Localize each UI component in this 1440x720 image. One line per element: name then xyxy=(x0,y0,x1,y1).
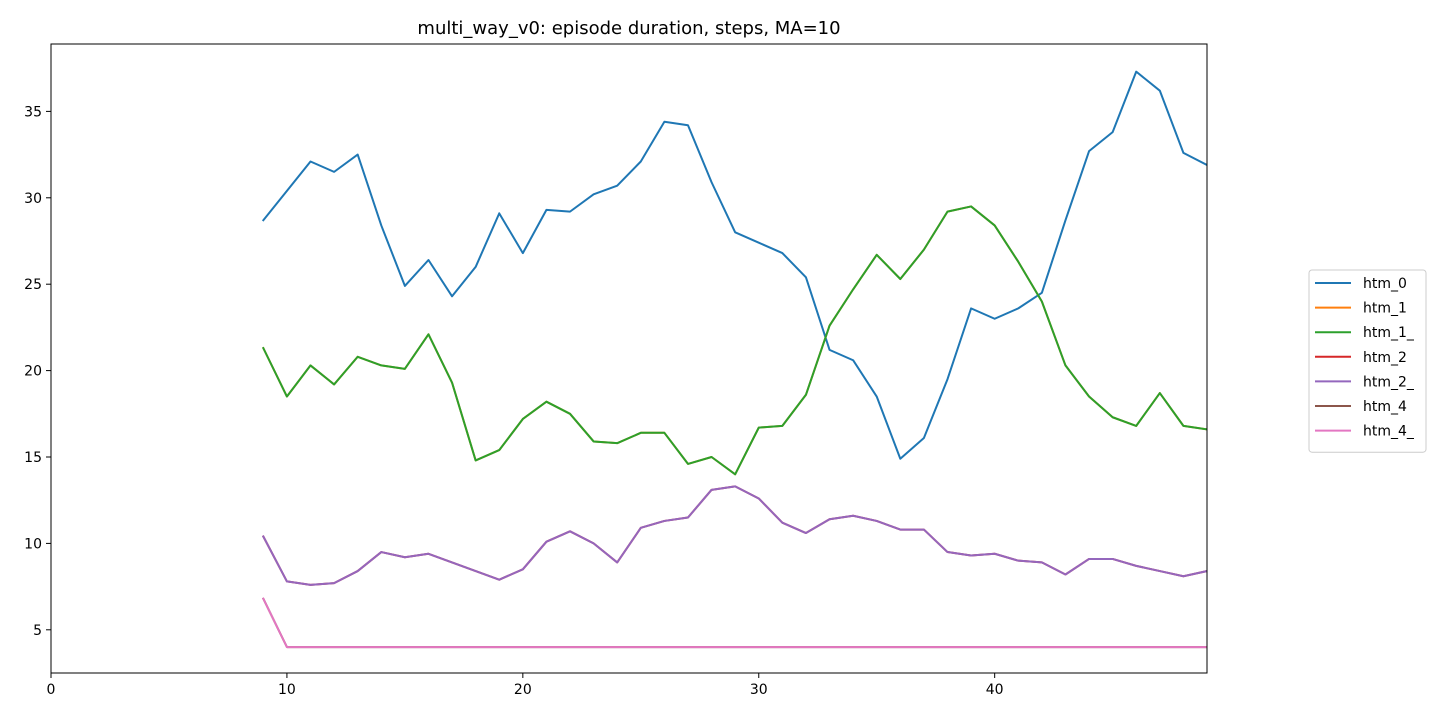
legend-label-htm_0: htm_0 xyxy=(1363,276,1407,292)
series-line-htm_2_ xyxy=(261,485,1207,586)
x-tick-label: 40 xyxy=(986,682,1004,698)
y-tick-label: 25 xyxy=(24,277,42,293)
series-line-htm_4_ xyxy=(261,597,1207,649)
legend: htm_0 htm_1 htm_1_ htm_2 htm_2_ htm_4 htm_4_ xyxy=(1308,269,1427,453)
y-tick-label: 30 xyxy=(24,191,42,207)
axes: 0 10 20 30 40 5 10 15 20 25 30 35 xyxy=(24,43,1208,698)
x-tick-label: 10 xyxy=(278,682,296,698)
x-tick-label: 0 xyxy=(47,682,56,698)
plot-area xyxy=(261,70,1207,649)
legend-label-htm_4: htm_4 xyxy=(1363,399,1407,415)
legend-label-htm_1_: htm_1_ xyxy=(1363,325,1415,341)
y-tick-label: 5 xyxy=(33,623,42,639)
legend-label-htm_2_: htm_2_ xyxy=(1363,374,1415,390)
plot-frame xyxy=(50,43,1208,674)
series-line-htm_0 xyxy=(261,70,1207,460)
legend-label-htm_2: htm_2 xyxy=(1363,350,1407,366)
legend-label-htm_1: htm_1 xyxy=(1363,301,1407,317)
y-tick-label: 15 xyxy=(24,450,42,466)
series-line-htm_2 xyxy=(261,485,1207,586)
series-line-htm_1_ xyxy=(261,205,1207,476)
x-tick-label: 20 xyxy=(514,682,532,698)
y-tick-label: 35 xyxy=(24,104,42,120)
y-tick-label: 10 xyxy=(24,536,42,552)
series-line-htm_1 xyxy=(261,205,1207,476)
series-line-htm_4 xyxy=(261,597,1207,649)
legend-label-htm_4_: htm_4_ xyxy=(1363,424,1415,440)
chart-title: multi_way_v0: episode duration, steps, M… xyxy=(417,18,840,39)
x-tick-label: 30 xyxy=(750,682,768,698)
y-tick-label: 20 xyxy=(24,364,42,380)
